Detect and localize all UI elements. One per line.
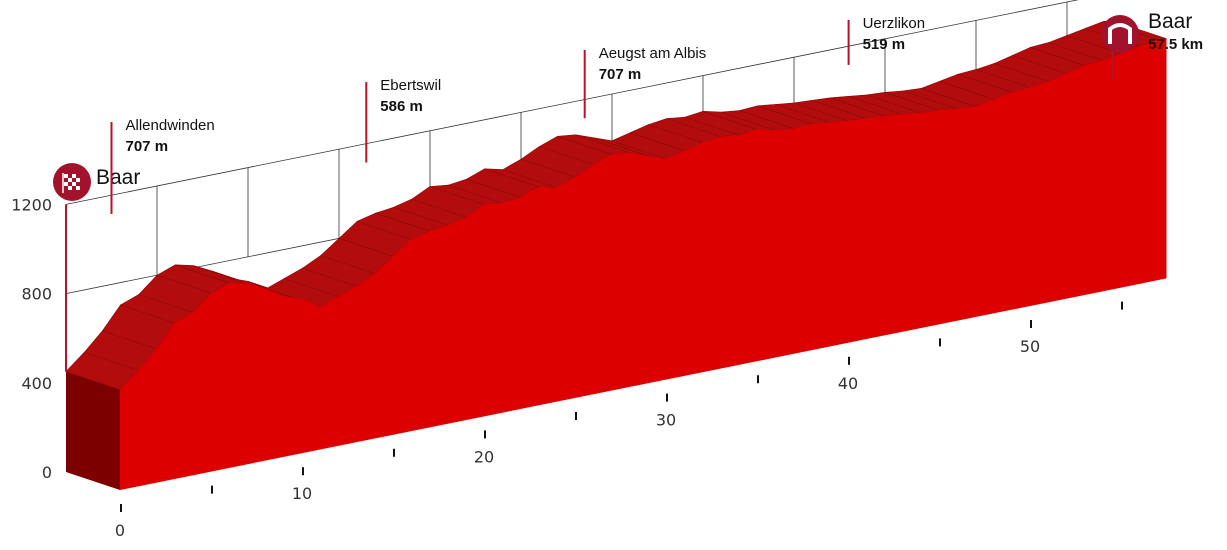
y-tick-label: 0	[42, 463, 52, 482]
x-tick-label: 30	[656, 411, 676, 430]
point-label-finish: Baar	[1148, 10, 1192, 33]
x-tick-label: 50	[1020, 337, 1040, 356]
x-tick-label: 40	[838, 374, 858, 393]
y-tick-label: 1200	[11, 195, 52, 214]
x-tick-label: 20	[474, 447, 494, 466]
point-label: Allendwinden	[126, 117, 215, 134]
x-tick-label: 0	[115, 521, 125, 540]
start-flag-icon	[53, 163, 91, 201]
point-altitude: 707 m	[599, 66, 642, 83]
profile-solid	[65, 20, 1167, 490]
x-axis: 0 10 20 30 40 50	[115, 301, 1123, 540]
profile-front-face	[120, 38, 1167, 490]
y-tick-label: 400	[21, 374, 52, 393]
point-label-start: Baar	[96, 166, 140, 189]
y-axis: 0 400 800 1200	[11, 195, 52, 482]
y-tick-label: 800	[21, 285, 52, 304]
x-tick-label: 10	[292, 484, 312, 503]
point-distance-finish: 57.5 km	[1148, 36, 1203, 53]
finish-arch-icon	[1101, 15, 1139, 53]
point-markers: Baar Allendwinden 707 m Ebertswil 586 m Aeugs…	[53, 10, 1203, 372]
gridline-1200	[65, 0, 1079, 205]
point-label: Ebertswil	[380, 77, 441, 94]
point-label: Aeugst am Albis	[599, 45, 707, 62]
point-altitude: 519 m	[863, 36, 906, 53]
point-label: Uerzlikon	[863, 15, 926, 32]
point-altitude: 586 m	[380, 98, 423, 115]
profile-side-face	[66, 371, 120, 490]
point-altitude: 707 m	[126, 138, 169, 155]
